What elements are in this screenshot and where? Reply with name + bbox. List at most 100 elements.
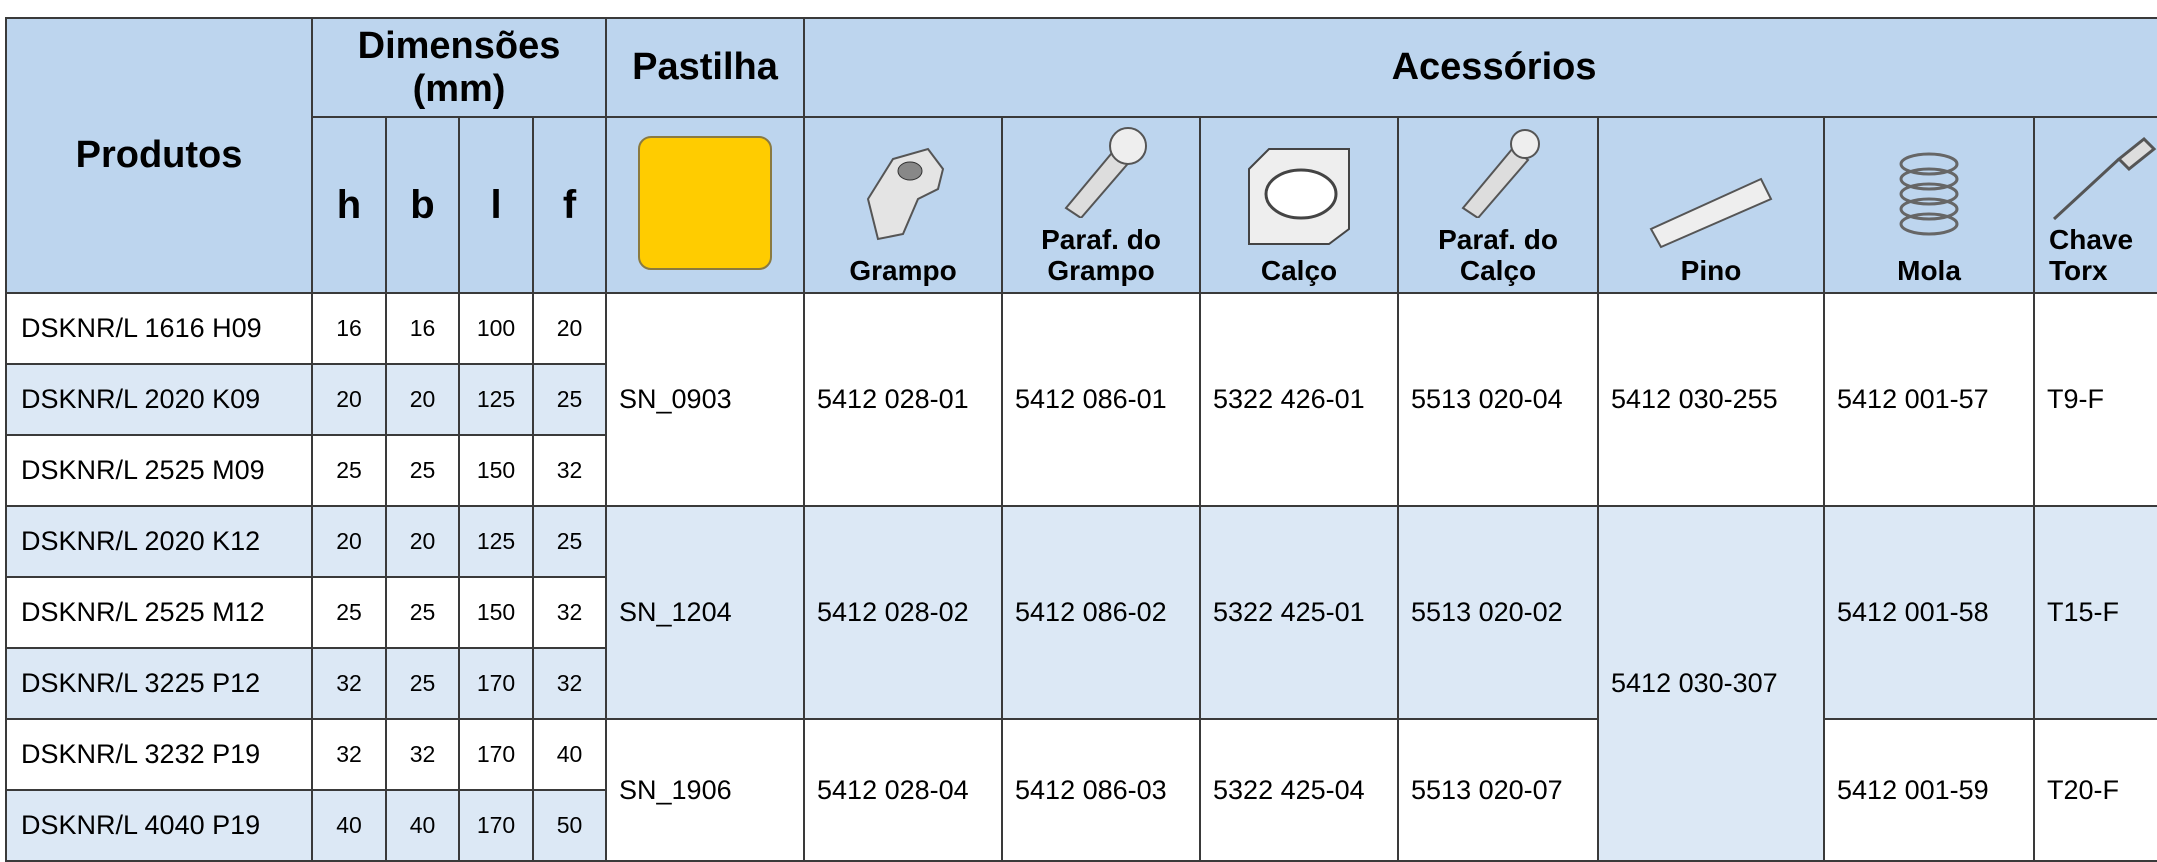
product-name: DSKNR/L 2020 K12 (5, 505, 313, 578)
product-name: DSKNR/L 1616 H09 (5, 292, 313, 365)
acc-header: Mola (1823, 116, 2036, 294)
header-pastilha: Pastilha (605, 17, 806, 118)
dimension: 32 (531, 647, 608, 720)
spring-code: 5412 001-57 (1823, 292, 2036, 507)
acc-label: Chave Torx (2049, 224, 2134, 286)
dimension: 25 (311, 576, 387, 649)
acc-label: Mola (1897, 255, 1961, 286)
product-row: DSKNR/L 2020 K12 20 20 125 25 SN_1204 5412 028… (5, 505, 2157, 862)
shim-code: 5322 425-04 (1199, 718, 1400, 862)
clamp-icon (866, 147, 945, 241)
dimension: 125 (458, 363, 534, 436)
insert-icon-cell (605, 116, 806, 294)
dimension: 20 (385, 363, 460, 436)
screw-icon (1064, 127, 1148, 218)
dimension: 20 (531, 292, 608, 365)
clamp-code: 5412 028-04 (803, 718, 1004, 862)
dimension: 25 (531, 505, 608, 578)
insert-code: SN_1906 (605, 718, 806, 862)
dimension: 150 (458, 576, 534, 649)
dimension: 170 (458, 647, 534, 720)
acc-header: Paraf. do Grampo (1001, 116, 1202, 294)
dimension: 25 (385, 647, 460, 720)
dimension: 170 (458, 718, 534, 791)
dimension: 25 (531, 363, 608, 436)
table-body: DSKNR/L 1616 H09 16 16 100 20 SN_0903 5412 028… (5, 292, 2157, 862)
dimension: 20 (311, 363, 387, 436)
dimension: 32 (531, 434, 608, 507)
product-name: DSKNR/L 3225 P12 (5, 647, 313, 720)
screw-icon (1461, 129, 1541, 218)
insert-code: SN_1204 (605, 505, 806, 720)
spring-icon (1899, 152, 1959, 236)
dimension: 20 (311, 505, 387, 578)
acc-header: Paraf. do Calço (1397, 116, 1600, 294)
acc-label: Paraf. do Grampo (1041, 224, 1161, 286)
dimension: 16 (311, 292, 387, 365)
dimension: 150 (458, 434, 534, 507)
dimension: 170 (458, 789, 534, 862)
dimension: 20 (385, 505, 460, 578)
acc-header: Grampo (803, 116, 1004, 294)
product-row: DSKNR/L 3232 P19 32 32 170 40 SN_1906 5412 028… (5, 718, 2157, 862)
spring-code: 5412 001-59 (1823, 718, 2036, 862)
key-code: T20-F (2033, 718, 2157, 862)
clamp-screw-code: 5412 086-03 (1001, 718, 1202, 862)
key-icon (2052, 136, 2157, 221)
insert-code: SN_0903 (605, 292, 806, 507)
pin-code: 5412 030-255 (1597, 292, 1826, 507)
dimension: 25 (385, 576, 460, 649)
product-name: DSKNR/L 3232 P19 (5, 718, 313, 791)
product-name: DSKNR/L 4040 P19 (5, 789, 313, 862)
acc-header: Calço (1199, 116, 1400, 294)
dimension: 25 (311, 434, 387, 507)
product-name: DSKNR/L 2525 M12 (5, 576, 313, 649)
dimension: 16 (385, 292, 460, 365)
header-dimensoes: Dimensões (mm) (310, 17, 608, 118)
dimension: 32 (311, 647, 387, 720)
acc-header: Pino (1597, 116, 1826, 294)
dimension: 40 (385, 789, 460, 862)
header-acessorios: Acessórios (803, 17, 2157, 118)
insert-icon (638, 135, 773, 270)
dimension: 100 (458, 292, 534, 365)
product-row: DSKNR/L 2020 K09 20 20 125 25 (5, 363, 2157, 436)
dimension: 32 (311, 718, 387, 791)
dim-header: f (531, 116, 608, 294)
dim-header: l (458, 116, 534, 294)
dimension: 50 (531, 789, 608, 862)
dimension: 32 (385, 718, 460, 791)
dim-header: b (385, 116, 460, 294)
dimension: 40 (311, 789, 387, 862)
acc-label: Paraf. do Calço (1438, 224, 1558, 286)
table-wrap: Produtos Dimensões (mm) Pastilha Acessór… (5, 17, 2157, 862)
shim-code: 5322 426-01 (1199, 292, 1400, 507)
clamp-code: 5412 028-01 (803, 292, 1004, 507)
spring-code: 5412 001-58 (1823, 505, 2036, 720)
shim-code: 5322 425-01 (1199, 505, 1400, 720)
clamp-code: 5412 028-02 (803, 505, 1004, 720)
product-row: DSKNR/L 2525 M12 25 25 150 32 (5, 576, 2157, 649)
shim-screw-code: 5513 020-02 (1397, 505, 1600, 720)
acc-label: Pino (1680, 255, 1742, 286)
pin-code: 5412 030-307 (1597, 505, 1826, 862)
product-name: DSKNR/L 2525 M09 (5, 434, 313, 507)
product-row: DSKNR/L 1616 H09 16 16 100 20 SN_0903 5412 028… (5, 292, 2157, 507)
product-table: Produtos Dimensões (mm) Pastilha Acessór… (5, 17, 2157, 862)
header-produtos: Produtos (5, 17, 313, 294)
dimension: 40 (531, 718, 608, 791)
clamp-screw-code: 5412 086-02 (1001, 505, 1202, 720)
product-name: DSKNR/L 2020 K09 (5, 363, 313, 436)
shim-screw-code: 5513 020-07 (1397, 718, 1600, 862)
key-code: T9-F (2033, 292, 2157, 507)
dimension: 25 (385, 434, 460, 507)
dimension: 125 (458, 505, 534, 578)
dimension: 32 (531, 576, 608, 649)
key-code: T15-F (2033, 505, 2157, 720)
pin-icon (1649, 177, 1773, 249)
acc-label: Calço (1260, 255, 1338, 286)
clamp-screw-code: 5412 086-01 (1001, 292, 1202, 507)
acc-header: Chave Torx (2033, 116, 2157, 294)
dim-header: h (311, 116, 387, 294)
